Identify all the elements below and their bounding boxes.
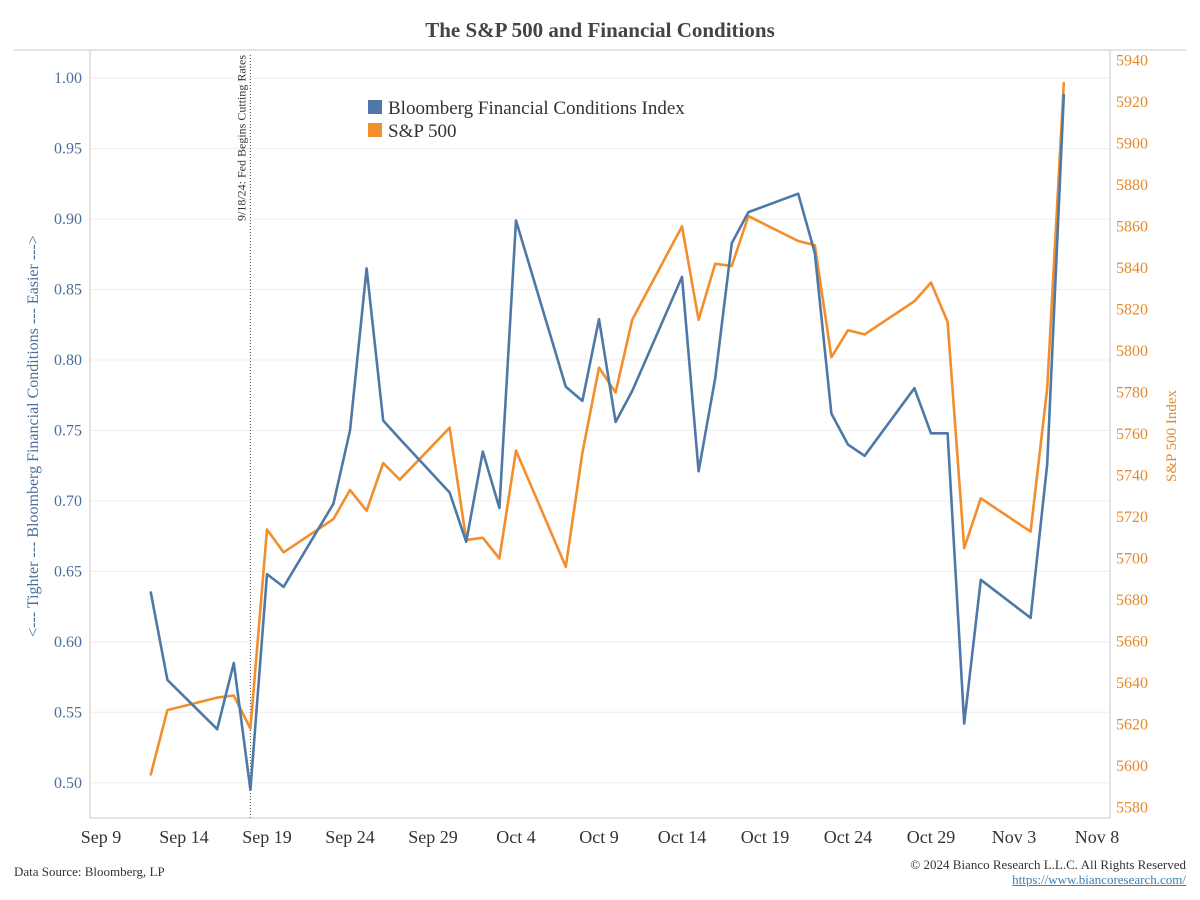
right-axis-ticks: 5580 5600 5620 5640 5660 5680 5700 5720 5740 5760… — [1116, 52, 1148, 816]
right-tick-label: 5620 — [1116, 717, 1148, 734]
left-tick-label: 0.55 — [54, 704, 82, 721]
left-tick-label: 0.50 — [54, 775, 82, 792]
left-tick-label: 0.60 — [54, 634, 82, 651]
right-tick-label: 5840 — [1116, 260, 1148, 277]
right-tick-label: 5860 — [1116, 218, 1148, 235]
x-tick-label: Sep 24 — [325, 827, 375, 847]
right-tick-label: 5740 — [1116, 468, 1148, 485]
right-tick-label: 5580 — [1116, 800, 1148, 817]
x-tick-label: Sep 9 — [81, 827, 122, 847]
x-axis-ticks: Sep 9 Sep 14 Sep 19 Sep 24 Sep 29 Oct 4 Oct 9 O… — [81, 827, 1120, 847]
left-tick-label: 0.75 — [54, 422, 82, 439]
left-tick-label: 0.80 — [54, 352, 82, 369]
x-tick-label: Nov 8 — [1075, 827, 1120, 847]
legend: Bloomberg Financial Conditions Index S&P… — [368, 98, 685, 142]
left-tick-label: 0.95 — [54, 141, 82, 158]
right-tick-label: 5640 — [1116, 675, 1148, 692]
legend-swatch-spx — [368, 123, 382, 137]
left-axis-ticks: 0.50 0.55 0.60 0.65 0.70 0.75 0.80 0.85 0.90 0.95… — [54, 70, 82, 792]
copyright-text: © 2024 Bianco Research L.L.C. All Rights… — [910, 857, 1186, 872]
x-tick-label: Oct 24 — [824, 827, 873, 847]
right-tick-label: 5660 — [1116, 634, 1148, 651]
right-tick-label: 5600 — [1116, 758, 1148, 775]
left-tick-label: 0.65 — [54, 563, 82, 580]
legend-label-bfci: Bloomberg Financial Conditions Index — [388, 98, 685, 119]
left-tick-label: 1.00 — [54, 70, 82, 87]
chart-title: The S&P 500 and Financial Conditions — [425, 18, 775, 42]
right-tick-label: 5700 — [1116, 551, 1148, 568]
left-tick-label: 0.70 — [54, 493, 82, 510]
footer-credits: © 2024 Bianco Research L.L.C. All Rights… — [910, 857, 1186, 887]
data-source: Data Source: Bloomberg, LP — [14, 864, 165, 879]
x-tick-label: Oct 4 — [496, 827, 536, 847]
right-axis-title: S&P 500 Index — [1164, 390, 1180, 482]
left-tick-label: 0.90 — [54, 211, 82, 228]
series-line-spx — [149, 81, 1066, 776]
legend-label-spx: S&P 500 — [388, 121, 456, 142]
legend-swatch-bfci — [368, 100, 382, 114]
fed-cut-annotation-text: 9/18/24: Fed Begins Cutting Rates — [234, 55, 248, 221]
gridlines — [90, 77, 1110, 784]
x-tick-label: Sep 29 — [408, 827, 458, 847]
right-tick-label: 5680 — [1116, 592, 1148, 609]
x-tick-label: Oct 14 — [658, 827, 707, 847]
right-tick-label: 5880 — [1116, 177, 1148, 194]
right-tick-label: 5920 — [1116, 94, 1148, 111]
x-tick-label: Oct 9 — [579, 827, 619, 847]
x-tick-label: Oct 29 — [907, 827, 956, 847]
left-tick-label: 0.85 — [54, 282, 82, 299]
right-tick-label: 5820 — [1116, 301, 1148, 318]
right-tick-label: 5900 — [1116, 135, 1148, 152]
right-tick-label: 5760 — [1116, 426, 1148, 443]
x-tick-label: Sep 14 — [159, 827, 209, 847]
left-axis-title: <--- Tighter --- Bloomberg Financial Con… — [25, 235, 42, 637]
x-tick-label: Oct 19 — [741, 827, 790, 847]
x-tick-label: Nov 3 — [992, 827, 1037, 847]
right-tick-label: 5720 — [1116, 509, 1148, 526]
website-link[interactable]: https://www.biancoresearch.com/ — [1012, 872, 1186, 887]
series-line-bfci — [149, 93, 1066, 792]
right-tick-label: 5780 — [1116, 384, 1148, 401]
right-tick-label: 5800 — [1116, 343, 1148, 360]
x-tick-label: Sep 19 — [242, 827, 292, 847]
series-lines — [149, 81, 1066, 792]
right-tick-label: 5940 — [1116, 52, 1148, 69]
